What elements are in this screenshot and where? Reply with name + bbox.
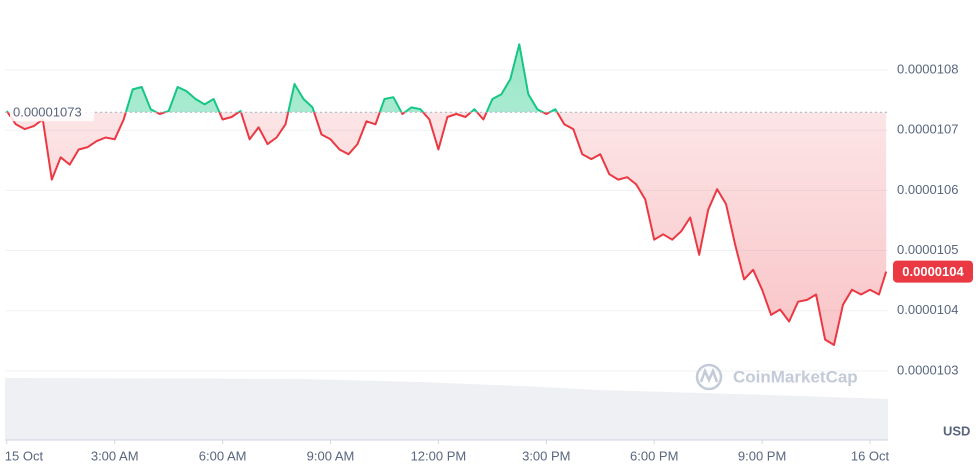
current-price-label: 0.0000104 [902, 264, 964, 279]
y-tick-label: 0.0000107 [897, 122, 958, 137]
watermark-logo [695, 363, 723, 391]
x-tick-label: 16 Oct [851, 448, 890, 463]
x-tick-label: 3:00 PM [522, 448, 570, 463]
x-tick-label: 6:00 AM [199, 448, 247, 463]
watermark-logo-mark [699, 367, 719, 384]
watermark-text: CoinMarketCap [733, 367, 858, 386]
x-tick-label: 9:00 AM [307, 448, 355, 463]
y-tick-label: 0.0000108 [897, 62, 958, 77]
y-unit: USD [943, 423, 970, 438]
reference-label-bg [10, 103, 94, 122]
volume-area [5, 378, 888, 440]
x-tick-label: 3:00 AM [91, 448, 139, 463]
area-down [6, 112, 887, 345]
price-line-up [5, 43, 559, 113]
reference-label: 0.00001073 [13, 105, 82, 120]
current-price-box [893, 260, 973, 283]
y-tick-label: 0.0000103 [897, 362, 958, 377]
y-tick-label: 0.0000106 [897, 182, 958, 197]
x-tick-label: 9:00 PM [738, 448, 786, 463]
y-tick-label: 0.0000104 [897, 302, 958, 317]
x-tick-label: 12:00 PM [411, 448, 467, 463]
price-line-down [6, 112, 888, 346]
y-tick-label: 0.0000105 [897, 242, 958, 257]
x-tick-label: 6:00 PM [630, 448, 678, 463]
x-tick-label: 15 Oct [5, 448, 44, 463]
watermark: CoinMarketCap [695, 363, 858, 391]
